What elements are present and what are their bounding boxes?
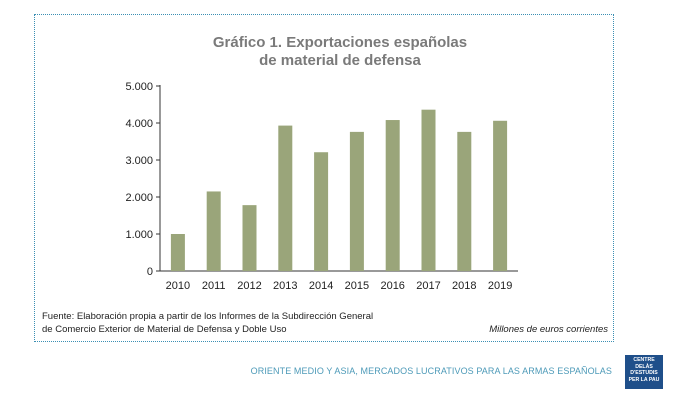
bar-2011 xyxy=(206,191,221,271)
bar-2013 xyxy=(278,125,293,271)
x-tick-label: 2016 xyxy=(380,280,404,292)
x-tick-label: 2012 xyxy=(237,280,261,292)
x-tick-label: 2017 xyxy=(416,280,440,292)
bar-2019 xyxy=(493,120,508,271)
x-tick-label: 2019 xyxy=(488,280,512,292)
bar-2018 xyxy=(457,131,472,271)
x-tick-label: 2018 xyxy=(452,280,476,292)
chart-title-line-2: de material de defensa xyxy=(259,52,421,69)
x-tick-label: 2011 xyxy=(202,280,226,292)
bar-2014 xyxy=(314,152,329,271)
bar-2012 xyxy=(242,205,257,271)
centre-delas-logo: CENTRE DELÀS D'ESTUDIS PER LA PAU xyxy=(625,355,663,389)
bar-2016 xyxy=(385,120,400,271)
units-note: Millones de euros corrientes xyxy=(489,324,608,335)
y-tick-label: 1.000 xyxy=(125,229,153,241)
logo-line-3: PER LA PAU xyxy=(628,376,660,383)
x-tick-label: 2013 xyxy=(273,280,297,292)
logo-line-2: D'ESTUDIS xyxy=(630,370,658,377)
footer-running-title: ORIENTE MEDIO Y ASIA, MERCADOS LUCRATIVO… xyxy=(250,366,612,376)
y-tick-label: 3.000 xyxy=(125,155,153,167)
bar-2015 xyxy=(349,131,364,271)
x-tick-label: 2010 xyxy=(166,280,190,292)
bar-2010 xyxy=(170,234,185,271)
chart-title-line-1: Gráfico 1. Exportaciones españolas xyxy=(212,34,468,51)
y-tick-label: 5.000 xyxy=(125,81,153,93)
x-tick-label: 2015 xyxy=(345,280,369,292)
y-tick-label: 4.000 xyxy=(125,118,153,130)
y-tick-label: 0 xyxy=(147,266,153,278)
logo-line-1: CENTRE DELÀS xyxy=(633,357,655,370)
bar-2017 xyxy=(421,109,436,272)
source-note: Fuente: Elaboración propia a partir de l… xyxy=(42,310,422,336)
source-note-line-1: Fuente: Elaboración propia a partir de l… xyxy=(42,311,374,322)
source-note-line-2: de Comercio Exterior de Material de Defe… xyxy=(42,324,287,335)
figure-frame xyxy=(34,14,614,342)
x-tick-label: 2014 xyxy=(309,280,333,292)
y-tick-label: 2.000 xyxy=(125,192,153,204)
